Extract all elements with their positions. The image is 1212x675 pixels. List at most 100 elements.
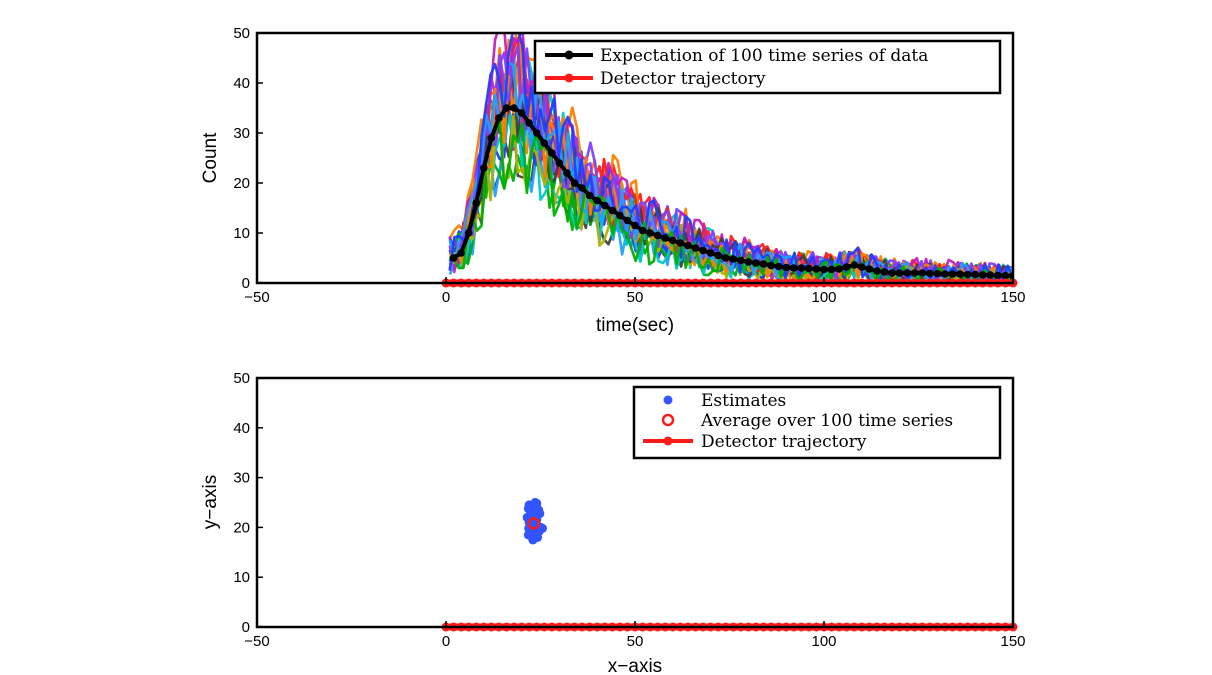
expectation-point: [669, 236, 677, 245]
bottom-xtick-label: −50: [244, 633, 269, 650]
expectation-point: [600, 201, 609, 210]
expectation-point: [835, 265, 843, 273]
expectation-point: [706, 249, 715, 257]
expectation-point: [495, 114, 503, 122]
expectation-point: [978, 271, 987, 279]
legend-marker-average: [661, 413, 675, 427]
bottom-ytick-label: 50: [233, 370, 250, 387]
expectation-point: [994, 271, 1002, 280]
expectation-point: [631, 221, 639, 230]
expectation-series-group: [449, 104, 1013, 280]
expectation-point: [842, 263, 851, 271]
expectation-point: [1001, 271, 1010, 280]
bottom-ytick-label: 0: [242, 619, 250, 636]
top-xtick-label: −50: [244, 289, 269, 306]
expectation-point: [903, 269, 911, 277]
legend-label-trajectory: Detector trajectory: [600, 69, 766, 89]
expectation-point: [797, 264, 806, 272]
expectation-point: [767, 261, 775, 270]
bottom-ytick-label: 30: [233, 470, 250, 487]
average-group: [527, 517, 540, 530]
bottom-legend-box: [632, 385, 1002, 460]
bottom-xlabel: x−axis: [608, 656, 662, 675]
expectation-point: [457, 249, 465, 257]
bottom-ylabel: y−axis: [200, 475, 221, 529]
expectation-point: [865, 265, 874, 273]
expectation-point: [941, 270, 949, 278]
expectation-point: [653, 231, 662, 240]
top-ytick-label: 50: [233, 25, 250, 42]
expectation-point: [812, 265, 821, 273]
expectation-point: [933, 269, 942, 278]
expectation-point: [729, 255, 738, 263]
expectation-point: [880, 268, 889, 276]
expectation-point: [555, 159, 564, 167]
expectation-point: [699, 246, 707, 255]
expectation-point: [638, 226, 647, 235]
expectation-point: [502, 104, 511, 112]
top-ylabel: Count: [200, 132, 221, 183]
bottom-xtick-label: 150: [1000, 633, 1025, 650]
estimate-point: [523, 503, 534, 514]
expectation-point: [820, 265, 828, 274]
expectation-point: [548, 149, 556, 157]
expectation-point: [910, 269, 919, 277]
expectation-point: [895, 269, 904, 277]
expectation-point: [744, 258, 753, 266]
top-xtick-label: 150: [1000, 289, 1025, 306]
expectation-point: [532, 129, 541, 137]
legend-label-estimates: Estimates: [701, 391, 786, 411]
expectation-point: [517, 109, 526, 117]
expectation-point: [737, 256, 745, 265]
top-ytick-label: 30: [233, 125, 250, 142]
expectation-point: [570, 179, 579, 187]
bottom-legend: Estimates Average over 100 time series D…: [632, 385, 1002, 460]
bottom-ytick-label: 10: [233, 569, 250, 586]
expectation-point: [721, 254, 730, 262]
top-xtick-label: 0: [442, 289, 450, 306]
expectation-point: [858, 263, 866, 271]
top-ytick-label: 0: [242, 275, 250, 292]
expectation-point: [480, 164, 488, 172]
expectation-point: [684, 241, 692, 250]
legend-label-expectation: Expectation of 100 time series of data: [600, 46, 928, 66]
expectation-point: [585, 191, 594, 200]
expectation-point: [616, 211, 624, 220]
expectation-point: [449, 254, 458, 262]
top-xlabel: time(sec): [596, 315, 674, 336]
expectation-point: [805, 264, 813, 273]
bottom-xtick-label: 100: [811, 633, 836, 650]
expectation-point: [593, 196, 601, 205]
legend-marker-estimates: [663, 395, 673, 405]
expectation-point: [789, 264, 798, 272]
expectation-point: [464, 229, 473, 237]
expectation-point: [714, 251, 722, 260]
expectation-point: [563, 169, 571, 177]
top-legend: Expectation of 100 time series of data D…: [533, 39, 1002, 95]
expectation-point: [487, 134, 496, 142]
estimate-point: [530, 497, 540, 508]
expectation-point: [646, 229, 654, 237]
top-ytick-label: 10: [233, 225, 250, 242]
expectation-point: [850, 261, 859, 269]
legend-marker-expectation: [564, 50, 574, 60]
expectation-point: [752, 259, 760, 267]
expectation-point: [888, 269, 896, 277]
expectation-point: [623, 216, 632, 225]
expectation-point: [608, 206, 617, 215]
expectation-point: [986, 271, 995, 279]
average-point: [527, 517, 540, 530]
expectation-point: [782, 263, 790, 272]
legend-marker-trajectory: [564, 73, 574, 83]
expectation-point: [918, 269, 927, 277]
expectation-point: [472, 199, 481, 207]
bottom-ytick-label: 40: [233, 420, 250, 437]
expectation-point: [948, 270, 957, 278]
top-ytick-label: 40: [233, 75, 250, 92]
legend-label-trajectory-bottom: Detector trajectory: [701, 432, 867, 452]
bottom-ytick-label: 20: [233, 519, 250, 536]
expectation-point: [963, 270, 972, 279]
expectation-point: [926, 269, 934, 278]
